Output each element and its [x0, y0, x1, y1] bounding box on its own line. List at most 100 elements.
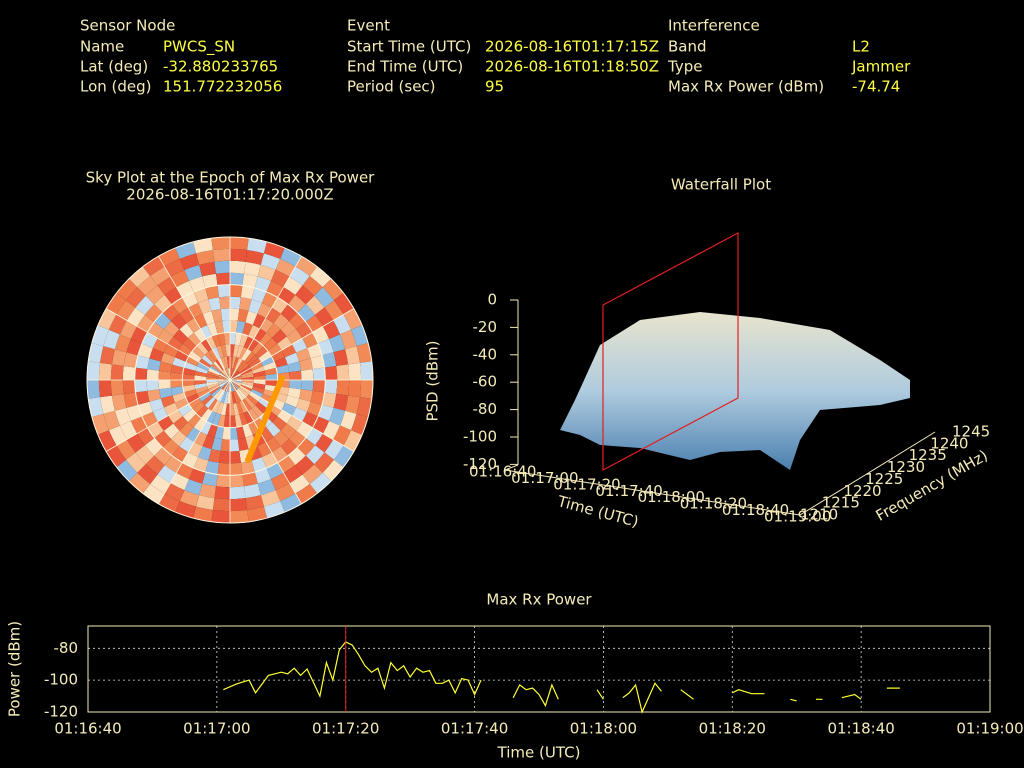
sky-cell	[214, 486, 230, 500]
sky-cell	[201, 354, 214, 366]
sky-cell	[218, 358, 226, 370]
sky-cell	[230, 368, 235, 380]
sky-cell	[254, 468, 271, 484]
x-tick-label: 01:18:00	[570, 720, 637, 738]
sky-cell	[160, 395, 175, 408]
sky-cell	[147, 389, 161, 402]
sky-cell	[234, 332, 243, 346]
sky-cell	[277, 409, 292, 424]
sky-cell	[315, 307, 334, 327]
sky-cell	[172, 392, 186, 403]
sky-cell	[220, 357, 227, 369]
sky-cell	[263, 361, 276, 371]
sky-cell	[230, 332, 237, 345]
sky-cell	[114, 334, 131, 353]
sky-cell	[226, 391, 230, 404]
sky-cell	[116, 278, 138, 301]
sky-cell	[126, 433, 145, 453]
sky-cell	[209, 365, 221, 374]
sky-cell	[324, 380, 338, 394]
sky-cell	[248, 358, 261, 369]
sky-cell	[218, 376, 230, 380]
time-tick-label: 01:17:40	[595, 482, 662, 500]
sky-cell	[299, 358, 313, 371]
sky-cell	[360, 361, 374, 380]
sky-cell	[285, 352, 300, 365]
freq-tick-label: 1240	[930, 434, 968, 452]
sky-cell	[245, 250, 264, 265]
sky-cell	[194, 431, 208, 447]
sky-cell	[145, 285, 165, 305]
sky-cell	[163, 423, 180, 439]
sky-cell	[334, 445, 354, 468]
sky-cell	[193, 328, 207, 343]
field-value: -74.74	[852, 78, 900, 96]
sky-cell	[272, 416, 287, 431]
sky-cell	[220, 344, 227, 357]
sky-cell	[264, 367, 278, 376]
sky-cell	[271, 269, 290, 288]
sky-cell	[225, 403, 230, 416]
power-chart: Max Rx Power -120 -100 -80 01:16:40 01:17:00 0…	[6, 591, 1024, 762]
sky-cell	[216, 272, 230, 286]
sky-cell	[296, 348, 311, 362]
sky-cell	[194, 380, 207, 385]
sky-cell	[277, 336, 292, 351]
sky-cell	[246, 354, 259, 366]
sky-cell	[202, 273, 218, 288]
sky-cell	[186, 427, 201, 442]
sky-cell	[211, 309, 223, 323]
sky-cell	[230, 403, 235, 416]
section-title: Interference	[668, 17, 760, 35]
sky-cell	[230, 371, 240, 380]
x-tick-label: 01:18:20	[699, 720, 766, 738]
sky-cell	[230, 498, 248, 512]
sky-cell	[193, 417, 207, 432]
sky-cell	[240, 285, 255, 300]
time-tick-label: 01:16:40	[469, 463, 536, 481]
sky-cell	[285, 395, 300, 408]
sky-cell	[163, 402, 179, 416]
z-tick-label: -60	[473, 373, 498, 391]
sky-cell	[289, 430, 306, 448]
freq-tick-label: 1215	[822, 494, 860, 512]
sky-cell	[239, 400, 248, 413]
sky-cell	[251, 287, 267, 303]
sky-cell	[333, 425, 352, 446]
sky-cell	[289, 266, 310, 286]
sky-cell	[257, 441, 272, 458]
field-label: Name	[80, 38, 124, 56]
sky-cell	[114, 407, 131, 426]
sky-cell	[154, 312, 171, 330]
sky-cell	[275, 258, 296, 277]
sky-cell	[211, 387, 222, 397]
sky-cell	[239, 413, 249, 426]
sky-cell	[257, 479, 276, 496]
sky-cell	[230, 380, 239, 390]
sky-cell	[302, 464, 323, 484]
sky-cell	[217, 462, 230, 476]
sky-cell	[243, 336, 254, 349]
sky-cell	[253, 375, 266, 380]
sky-cell	[179, 323, 194, 338]
sky-cell	[250, 362, 263, 371]
sky-cell	[255, 401, 268, 414]
sky-cell	[204, 396, 216, 409]
sky-cell	[106, 445, 126, 468]
sky-cell	[184, 389, 197, 399]
sky-cell	[310, 355, 325, 370]
sky-cell	[182, 409, 197, 423]
sky-cell	[230, 450, 241, 464]
sky-cell	[150, 266, 171, 286]
sky-cell	[208, 297, 221, 311]
sky-cell	[336, 364, 350, 380]
field-label: End Time (UTC)	[347, 58, 463, 76]
sky-cell	[252, 313, 266, 329]
sky-cell	[202, 435, 215, 450]
sky-cell	[205, 285, 220, 300]
sky-cell	[230, 380, 242, 385]
sky-cell	[260, 490, 281, 507]
section-title: Event	[347, 17, 390, 35]
sky-cell	[196, 342, 209, 355]
sky-cell	[254, 276, 271, 292]
